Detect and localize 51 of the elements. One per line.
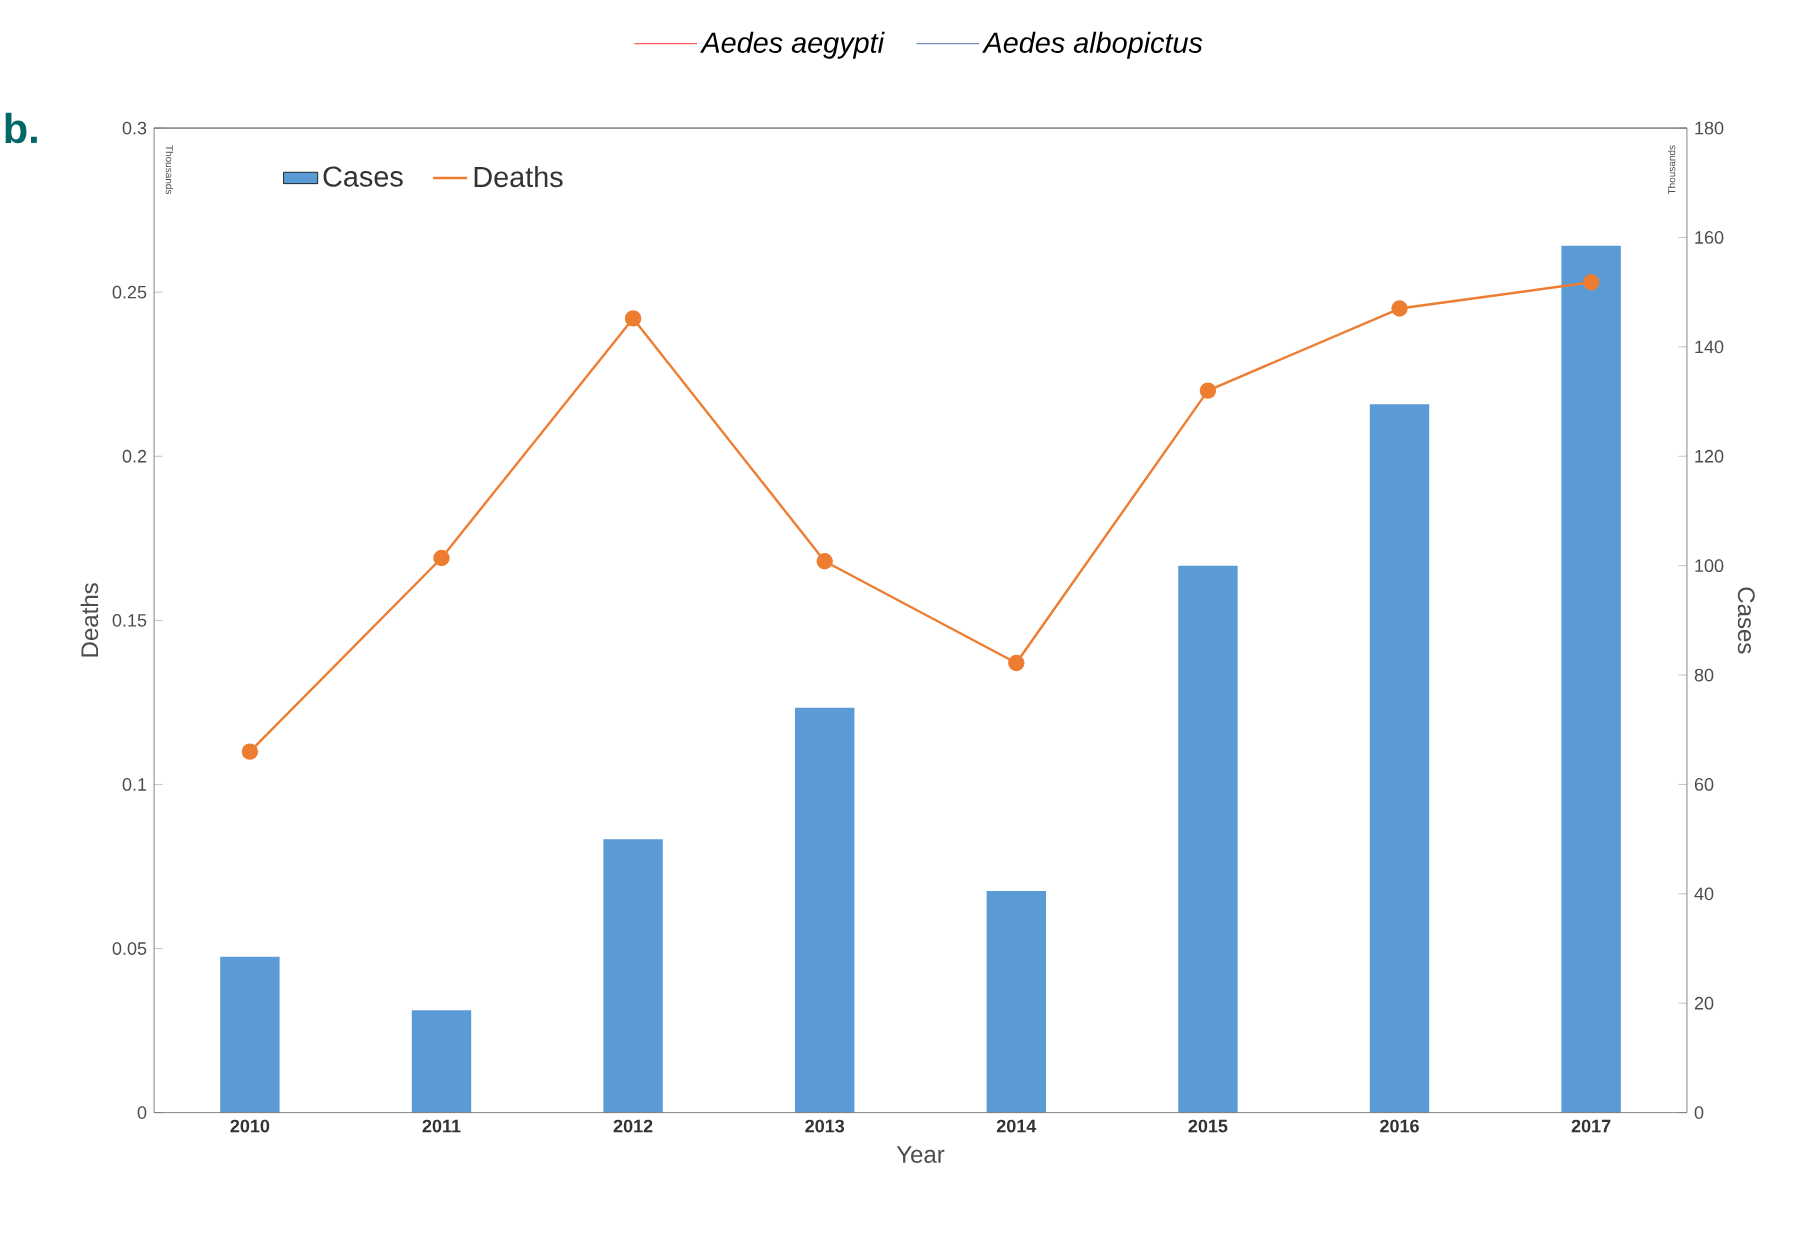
legend-label: Aedes albopictus bbox=[982, 31, 1203, 59]
y-tick-label: 0.3 bbox=[122, 121, 147, 135]
x-tick-label: 2013 bbox=[805, 1119, 845, 1133]
y-tick-label: 0.25 bbox=[112, 285, 147, 299]
point bbox=[433, 549, 450, 567]
bar bbox=[1369, 404, 1430, 1113]
y2-tick-label: 100 bbox=[1695, 559, 1724, 573]
x-tick-label: 2017 bbox=[1571, 1119, 1611, 1133]
point bbox=[816, 553, 833, 570]
y2-tick-label: 60 bbox=[1694, 778, 1714, 791]
x-tick-label: 2015 bbox=[1188, 1119, 1228, 1133]
legend-label: Aedes aegypti bbox=[700, 31, 885, 59]
y2-tick-label: 120 bbox=[1695, 450, 1724, 463]
x-tick-label: 2014 bbox=[996, 1119, 1037, 1133]
legend-label: Deaths bbox=[474, 166, 563, 188]
y-axis-title: Deaths bbox=[80, 583, 99, 657]
x-tick-label: 2011 bbox=[422, 1119, 461, 1133]
annotation: Thousands bbox=[1667, 145, 1676, 195]
x-tick-label: 2010 bbox=[230, 1119, 270, 1133]
point bbox=[241, 743, 259, 760]
bar bbox=[220, 956, 280, 1113]
bar bbox=[986, 891, 1047, 1113]
y2-axis-title: Cases bbox=[1737, 587, 1755, 654]
y2-tick-label: 80 bbox=[1694, 668, 1714, 682]
point bbox=[1391, 300, 1408, 317]
x-tick-label: 2012 bbox=[613, 1119, 653, 1133]
legend-label: Cases bbox=[323, 166, 403, 187]
x-tick-label: 2016 bbox=[1380, 1119, 1419, 1133]
y2-tick-label: 140 bbox=[1695, 340, 1724, 354]
point bbox=[624, 310, 642, 327]
x-axis-title: Year bbox=[896, 1146, 945, 1164]
point bbox=[1199, 382, 1217, 399]
bar bbox=[795, 708, 855, 1113]
annotation: Thousands bbox=[165, 145, 174, 195]
bar bbox=[411, 1010, 472, 1113]
bar bbox=[1561, 245, 1621, 1113]
y-tick-label: 0 bbox=[137, 1106, 147, 1120]
text: b. bbox=[5, 112, 37, 144]
y-tick-label: 0.1 bbox=[122, 778, 147, 791]
point bbox=[1008, 654, 1025, 672]
y-tick-label: 0.15 bbox=[112, 614, 147, 627]
y2-tick-label: 180 bbox=[1695, 121, 1724, 135]
y-tick-label: 0.2 bbox=[122, 450, 147, 463]
bar bbox=[1178, 565, 1238, 1113]
y2-tick-label: 160 bbox=[1695, 231, 1724, 244]
y-tick-label: 0.05 bbox=[112, 942, 147, 956]
y2-tick-label: 40 bbox=[1694, 887, 1714, 901]
y2-tick-label: 0 bbox=[1694, 1106, 1704, 1120]
y2-tick-label: 20 bbox=[1694, 996, 1714, 1010]
bar bbox=[603, 839, 663, 1113]
point bbox=[1582, 274, 1600, 291]
